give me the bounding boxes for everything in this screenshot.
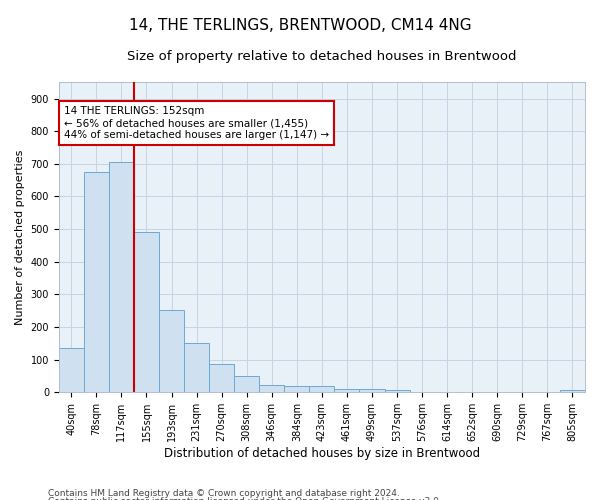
Bar (310, 386, 334, 392)
Bar (334, 389, 359, 392)
Bar (560, 390, 585, 392)
Bar (159, 310, 184, 392)
Bar (259, 385, 284, 392)
Bar (59, 348, 84, 393)
Bar (134, 232, 159, 392)
Text: 14, THE TERLINGS, BRENTWOOD, CM14 4NG: 14, THE TERLINGS, BRENTWOOD, CM14 4NG (128, 18, 472, 32)
Y-axis label: Number of detached properties: Number of detached properties (15, 150, 25, 325)
Bar (84, 172, 109, 392)
Text: 14 THE TERLINGS: 152sqm
← 56% of detached houses are smaller (1,455)
44% of semi: 14 THE TERLINGS: 152sqm ← 56% of detache… (64, 106, 329, 140)
X-axis label: Distribution of detached houses by size in Brentwood: Distribution of detached houses by size … (164, 447, 480, 460)
Text: Contains public sector information licensed under the Open Government Licence v3: Contains public sector information licen… (48, 497, 442, 500)
Bar (385, 390, 410, 392)
Bar (184, 344, 209, 392)
Bar (209, 364, 234, 392)
Bar (284, 386, 310, 392)
Bar (234, 376, 259, 392)
Text: Contains HM Land Registry data © Crown copyright and database right 2024.: Contains HM Land Registry data © Crown c… (48, 488, 400, 498)
Bar (359, 389, 385, 392)
Title: Size of property relative to detached houses in Brentwood: Size of property relative to detached ho… (127, 50, 517, 63)
Bar (109, 162, 134, 392)
